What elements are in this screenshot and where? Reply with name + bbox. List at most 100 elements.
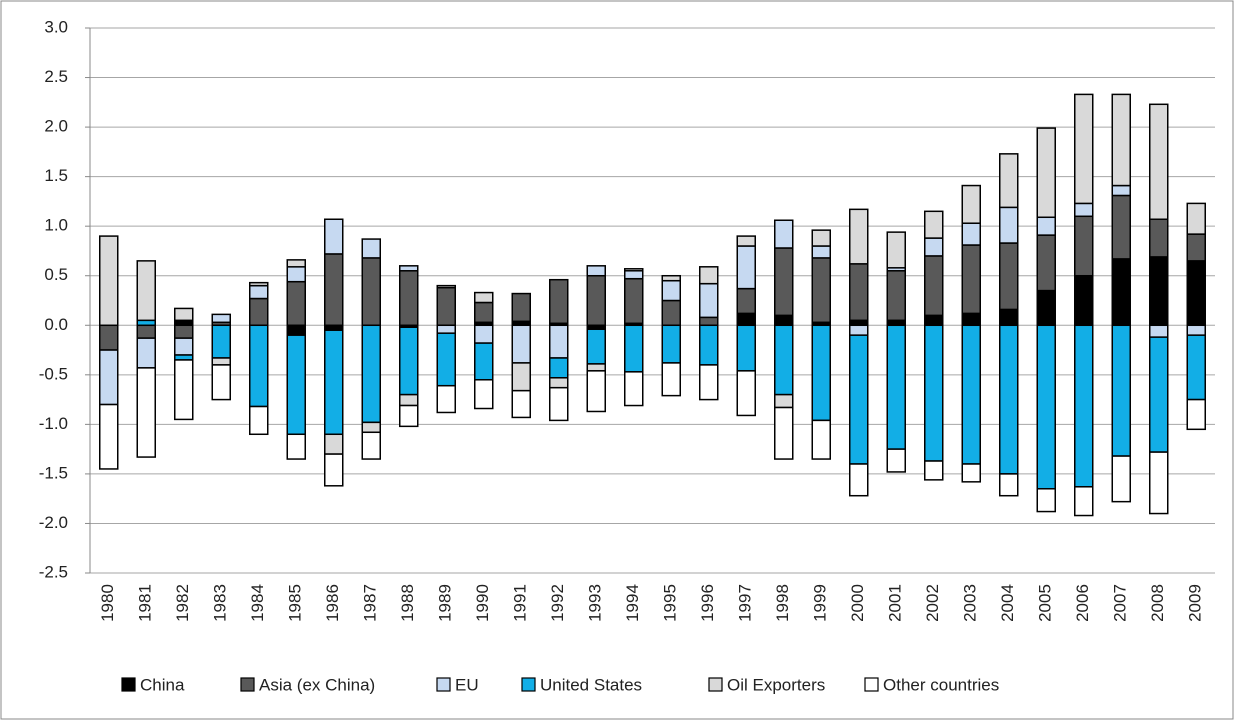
bar-segment — [811, 245, 831, 259]
bar-segment — [661, 362, 681, 397]
x-tick-label: 1994 — [623, 584, 642, 622]
bar-segment — [436, 286, 456, 327]
bar-segment — [99, 324, 119, 351]
legend-label: China — [140, 675, 185, 694]
legend-swatch — [708, 677, 723, 692]
x-tick-label: 1999 — [811, 584, 830, 622]
bar-segment — [286, 433, 306, 460]
x-tick-label: 2003 — [961, 584, 980, 622]
legend-swatch — [436, 677, 451, 692]
y-tick-label: 1.0 — [44, 216, 68, 235]
bar-segment — [436, 332, 456, 387]
bar-segment — [999, 206, 1019, 244]
bar-segment — [699, 282, 719, 319]
x-tick-label: 1993 — [586, 584, 605, 622]
bar-segment — [211, 324, 231, 359]
legend-swatch — [121, 677, 136, 692]
bar-segment — [361, 431, 381, 460]
bar-segment — [886, 270, 906, 322]
bar-segment — [736, 312, 756, 327]
bar-segment — [1111, 455, 1131, 503]
bar-segment — [286, 259, 306, 268]
x-tick-label: 1996 — [698, 584, 717, 622]
x-tick-label: 2008 — [1148, 584, 1167, 622]
bar-segment — [661, 324, 681, 364]
bar-segment — [811, 257, 831, 324]
bar-segment — [849, 263, 869, 322]
bar-segment — [399, 265, 419, 272]
bar-segment — [1111, 93, 1131, 187]
bar-segment — [99, 235, 119, 327]
legend-label: EU — [455, 675, 479, 694]
y-tick-label: 2.0 — [44, 117, 68, 136]
bar-segment — [849, 334, 869, 465]
x-tick-label: 2004 — [998, 584, 1017, 622]
bar-segment — [361, 324, 381, 424]
bar-segment — [361, 238, 381, 259]
x-tick-label: 1989 — [436, 584, 455, 622]
bar-segment — [1186, 233, 1206, 262]
bar-segment — [174, 324, 194, 339]
bar-segment — [1111, 258, 1131, 327]
bar-segment — [1149, 336, 1169, 453]
bar-segment — [924, 314, 944, 327]
y-tick-label: -1.5 — [39, 463, 68, 482]
x-tick-label: 1988 — [398, 584, 417, 622]
bar-segment — [136, 324, 156, 339]
bar-segment — [1149, 324, 1169, 338]
bar-segment — [286, 280, 306, 327]
bar-segment — [811, 229, 831, 247]
bar-segment — [736, 245, 756, 290]
bar-segment — [624, 270, 644, 280]
bar-segment — [1186, 334, 1206, 401]
bar-segment — [924, 460, 944, 481]
bar-segment — [1186, 202, 1206, 235]
x-tick-label: 2006 — [1073, 584, 1092, 622]
bar-segment — [999, 153, 1019, 209]
bar-segment — [549, 386, 569, 422]
bar-segment — [324, 329, 344, 436]
bar-segment — [249, 281, 269, 287]
bar-segment — [999, 324, 1019, 475]
bar-segment — [774, 219, 794, 249]
bar-segment — [324, 453, 344, 487]
bar-segment — [1111, 194, 1131, 260]
bar-segment — [436, 284, 456, 289]
bar-segment — [324, 253, 344, 327]
bar-segment — [924, 255, 944, 317]
bar-segment — [1074, 202, 1094, 218]
bar-segment — [1149, 256, 1169, 327]
bar-segment — [811, 419, 831, 460]
bar-segment — [586, 265, 606, 277]
bar-segment — [1074, 486, 1094, 517]
legend-swatch — [864, 677, 879, 692]
bar-segment — [174, 307, 194, 322]
bar-segment — [324, 218, 344, 255]
bar-segment — [1149, 218, 1169, 258]
x-tick-label: 1983 — [211, 584, 230, 622]
bar-segment — [624, 268, 644, 272]
x-tick-label: 1991 — [511, 584, 530, 622]
bar-segment — [774, 393, 794, 409]
bar-segment — [699, 364, 719, 401]
bar-segment — [886, 324, 906, 450]
legend-label: Other countries — [883, 675, 999, 694]
x-tick-label: 1998 — [773, 584, 792, 622]
bar-segment — [661, 274, 681, 282]
bar-segment — [586, 274, 606, 327]
bar-segment — [624, 277, 644, 325]
legend-label: Asia (ex China) — [259, 675, 375, 694]
bar-segment — [249, 297, 269, 327]
x-tick-label: 2009 — [1186, 584, 1205, 622]
bar-segment — [924, 237, 944, 257]
bar-segment — [1074, 215, 1094, 277]
bar-segment — [774, 314, 794, 327]
bar-segment — [961, 184, 981, 224]
bar-segment — [1186, 324, 1206, 336]
bar-segment — [549, 278, 569, 325]
bar-segment — [474, 291, 494, 304]
bar-segment — [249, 405, 269, 436]
bar-segment — [736, 370, 756, 417]
bar-segment — [211, 364, 231, 401]
